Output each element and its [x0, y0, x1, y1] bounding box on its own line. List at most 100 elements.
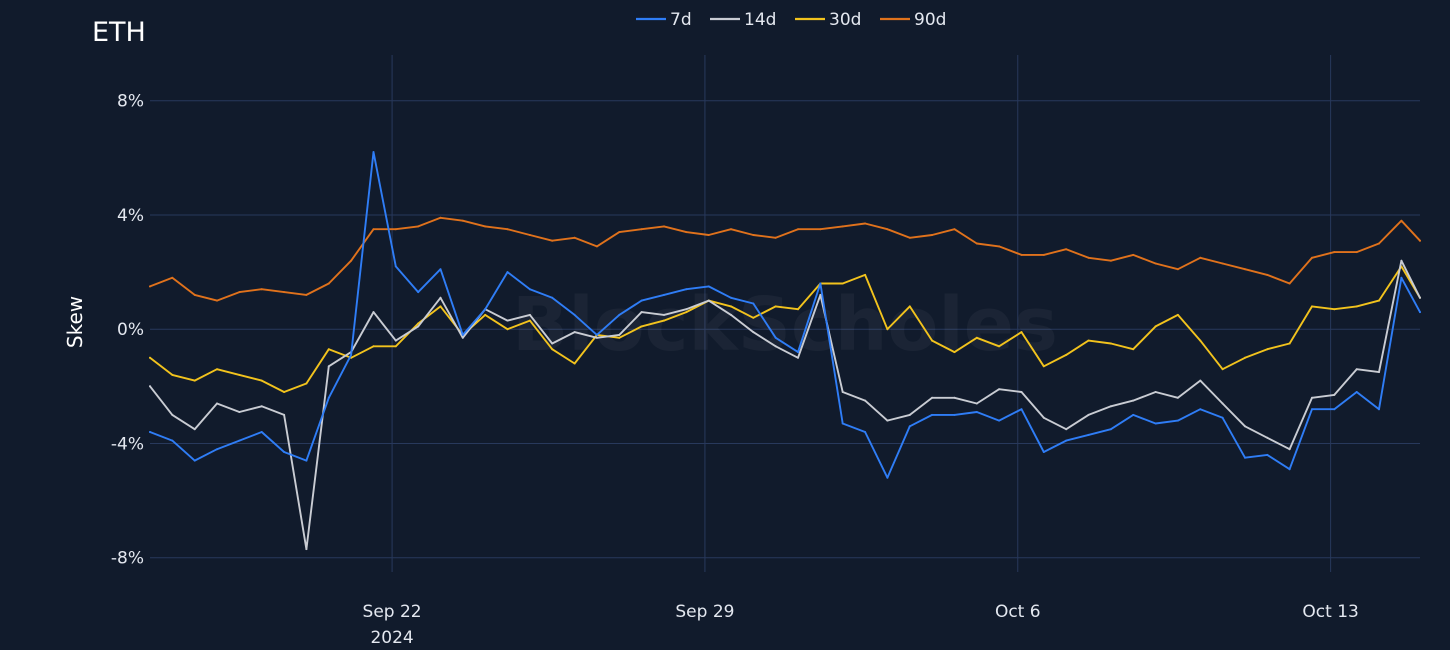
series-line-30d: [149, 265, 1421, 393]
point-7d-3: [216, 448, 218, 451]
point-90d-27: [752, 234, 755, 236]
point-90d-56: [1400, 219, 1403, 222]
point-7d-44: [1132, 413, 1135, 416]
point-7d-54: [1355, 391, 1358, 393]
point-90d-10: [372, 228, 375, 231]
point-14d-8: [327, 365, 330, 368]
point-14d-44: [1132, 399, 1135, 402]
watermark: BlockScholes: [512, 282, 1058, 368]
axes: -8% -4% 0% 4% 8% Sep 22 2024 Sep 29 Oct 6 Oct 13: [111, 92, 1359, 648]
point-7d-33: [886, 476, 889, 479]
point-7d-56: [1400, 276, 1403, 279]
point-7d-43: [1109, 428, 1112, 431]
point-7d-35: [931, 413, 934, 416]
point-90d-46: [1176, 268, 1179, 271]
series-line-7d: [149, 151, 1421, 479]
point-14d-43: [1109, 405, 1112, 408]
point-90d-40: [1042, 253, 1045, 256]
point-14d-51: [1288, 448, 1291, 451]
point-14d-25: [707, 299, 710, 302]
point-7d-46: [1176, 419, 1179, 422]
point-30d-36: [953, 351, 956, 354]
point-14d-57: [1419, 296, 1421, 299]
point-7d-51: [1288, 468, 1291, 471]
point-7d-15: [484, 308, 487, 311]
y-tick-label-4: 8%: [117, 92, 144, 112]
point-30d-21: [618, 336, 621, 339]
point-90d-44: [1132, 253, 1135, 256]
point-7d-7: [305, 459, 308, 462]
point-7d-2: [193, 459, 196, 462]
legend-item-7d[interactable]: 7d: [636, 10, 692, 30]
point-90d-26: [730, 228, 732, 231]
point-14d-0: [149, 385, 151, 388]
point-7d-41: [1065, 439, 1068, 442]
chart-title: ETH: [92, 17, 146, 48]
point-14d-55: [1378, 371, 1380, 374]
point-7d-36: [953, 413, 956, 416]
point-14d-28: [774, 345, 777, 348]
point-7d-39: [1020, 408, 1023, 411]
legend-item-30d[interactable]: 30d: [795, 10, 861, 30]
point-7d-34: [908, 425, 911, 428]
point-7d-27: [752, 302, 755, 305]
point-90d-52: [1311, 256, 1313, 259]
point-30d-4: [238, 373, 241, 376]
point-7d-26: [730, 296, 732, 299]
point-30d-34: [908, 305, 911, 308]
point-14d-38: [998, 388, 1001, 391]
point-30d-5: [260, 379, 263, 382]
point-7d-6: [283, 451, 286, 453]
point-90d-33: [886, 228, 889, 231]
point-30d-6: [283, 391, 286, 393]
point-30d-37: [975, 336, 978, 339]
point-90d-5: [260, 288, 263, 291]
point-30d-28: [774, 305, 777, 308]
point-90d-42: [1087, 256, 1090, 259]
point-7d-28: [774, 336, 777, 339]
point-30d-16: [506, 328, 509, 331]
point-7d-10: [372, 151, 375, 154]
point-7d-4: [238, 439, 241, 442]
point-7d-1: [171, 439, 174, 442]
point-30d-55: [1378, 299, 1380, 302]
point-7d-23: [663, 293, 665, 296]
point-90d-7: [305, 293, 308, 296]
point-14d-40: [1042, 416, 1045, 419]
point-30d-50: [1266, 348, 1269, 351]
point-7d-53: [1333, 408, 1336, 411]
point-30d-33: [886, 328, 889, 331]
point-90d-6: [283, 291, 286, 294]
point-90d-34: [908, 236, 911, 239]
point-14d-6: [283, 413, 286, 416]
point-14d-16: [506, 319, 509, 322]
point-90d-23: [663, 225, 665, 228]
point-14d-30: [819, 293, 822, 296]
point-7d-22: [640, 299, 643, 302]
point-90d-16: [506, 228, 509, 231]
point-90d-14: [461, 219, 464, 222]
point-14d-37: [975, 402, 978, 405]
legend-item-14d[interactable]: 14d: [710, 10, 776, 30]
point-14d-1: [171, 413, 174, 416]
legend-item-90d[interactable]: 90d: [880, 10, 946, 30]
point-7d-11: [394, 265, 397, 268]
point-14d-12: [417, 325, 420, 328]
point-7d-37: [975, 411, 978, 413]
point-30d-44: [1132, 348, 1135, 351]
point-90d-2: [193, 293, 196, 296]
point-14d-53: [1333, 393, 1336, 396]
point-14d-13: [439, 296, 442, 299]
point-14d-10: [372, 311, 375, 314]
point-14d-23: [663, 313, 665, 316]
x-tick-label-3: Oct 13: [1302, 602, 1358, 622]
point-90d-53: [1333, 251, 1336, 254]
point-7d-47: [1199, 408, 1202, 411]
point-14d-31: [841, 391, 844, 393]
point-90d-21: [618, 231, 621, 234]
series-line-14d: [149, 259, 1421, 551]
point-90d-51: [1288, 282, 1291, 285]
point-30d-35: [931, 339, 934, 342]
point-90d-13: [439, 216, 442, 219]
